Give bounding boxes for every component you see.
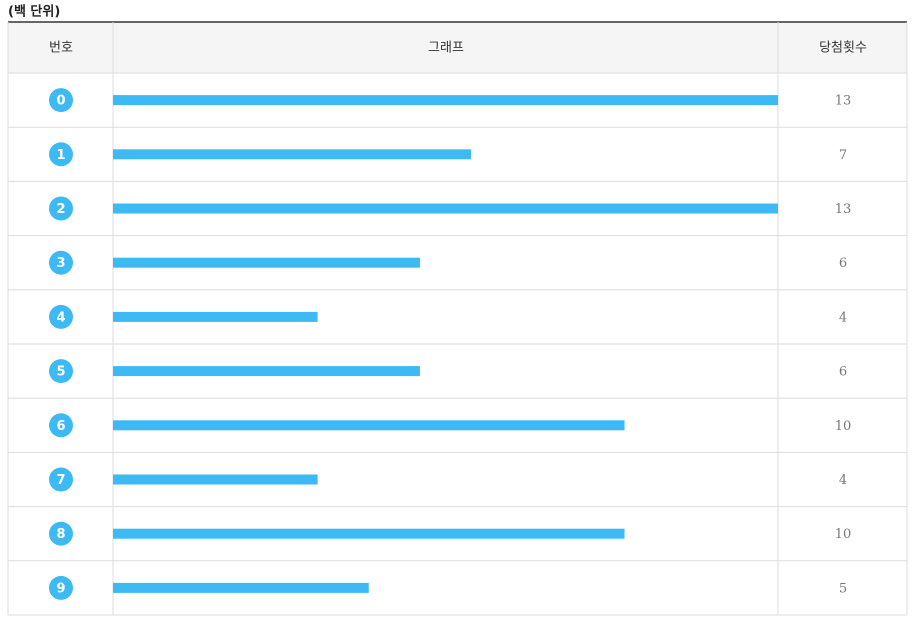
number-label: 1: [56, 148, 65, 163]
bar: [113, 474, 318, 485]
number-ball: [49, 413, 73, 438]
number-label: 9: [56, 581, 65, 596]
number-label: 0: [56, 94, 65, 109]
count-label: 13: [835, 202, 852, 217]
header-row: [8, 22, 907, 73]
number-ball: [49, 521, 73, 546]
number-ball: [49, 467, 73, 492]
count-label: 4: [839, 310, 847, 325]
bar: [113, 203, 778, 214]
number-ball: [49, 142, 73, 167]
count-label: 10: [835, 419, 852, 434]
number-ball: [49, 304, 73, 329]
count-label: 5: [839, 581, 847, 596]
number-ball: [49, 575, 73, 600]
number-label: 3: [56, 256, 65, 271]
bar: [113, 311, 318, 322]
count-label: 7: [839, 148, 847, 163]
header-cell: 그래프: [428, 41, 464, 56]
bar: [113, 366, 420, 377]
count-label: 10: [835, 527, 852, 542]
number-label: 8: [56, 527, 65, 542]
bar: [113, 528, 625, 539]
bar: [113, 582, 369, 593]
unit-label: (백 단위): [8, 4, 60, 20]
header-cell: 당첨횟수: [819, 41, 867, 56]
count-label: 6: [839, 256, 847, 271]
count-label: 6: [839, 365, 847, 380]
number-label: 6: [56, 419, 65, 434]
number-label: 7: [56, 473, 65, 488]
number-label: 4: [56, 310, 65, 325]
number-ball: [49, 88, 73, 113]
header-cell: 번호: [49, 41, 73, 56]
number-ball: [49, 196, 73, 221]
number-ball: [49, 359, 73, 384]
bar: [113, 149, 472, 160]
number-label: 2: [56, 202, 65, 217]
bar: [113, 420, 625, 431]
number-ball: [49, 250, 73, 275]
bar: [113, 95, 778, 106]
bar: [113, 257, 420, 268]
count-label: 4: [839, 473, 847, 488]
count-label: 13: [835, 94, 852, 109]
number-label: 5: [56, 365, 65, 380]
